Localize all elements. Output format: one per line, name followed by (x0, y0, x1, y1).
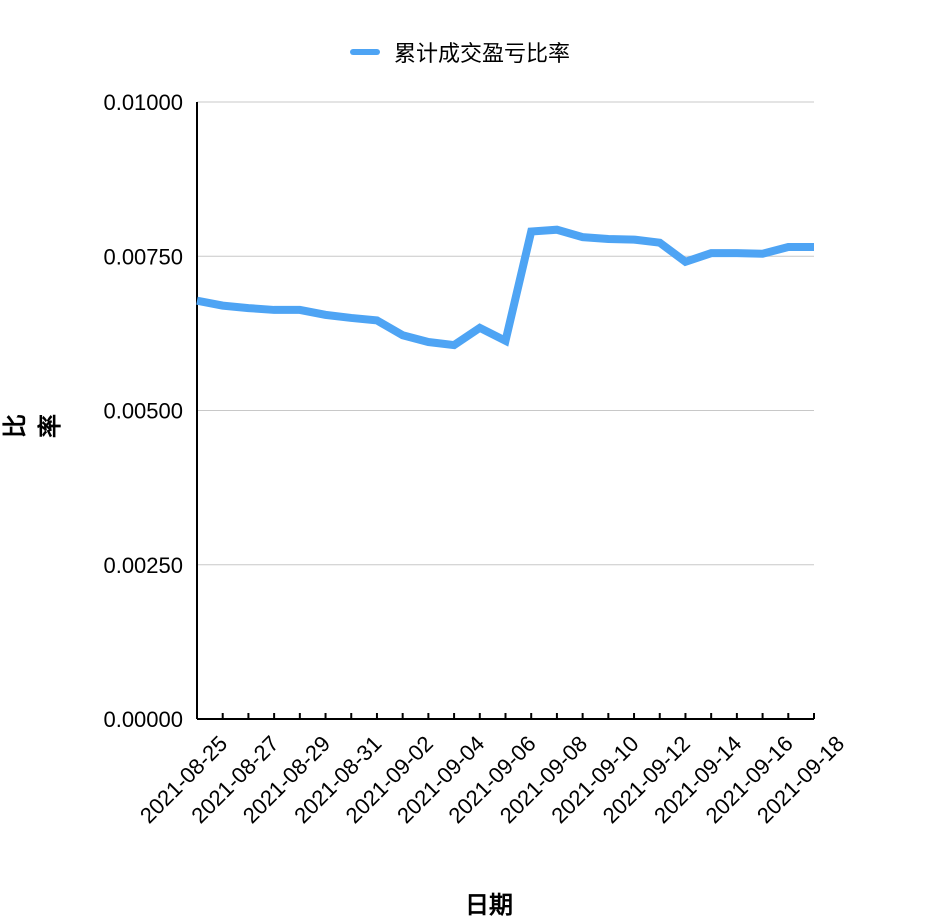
data-point (556, 229, 557, 230)
data-point (222, 305, 223, 306)
data-point (351, 317, 352, 318)
y-tick-label: 0.01000 (103, 90, 183, 115)
y-tick-label: 0.00750 (103, 244, 183, 269)
legend-label: 累计成交盈亏比率 (394, 42, 571, 67)
data-point (299, 309, 300, 310)
y-tick-label: 0.00500 (103, 399, 183, 424)
data-point (325, 314, 326, 315)
data-point (582, 237, 583, 238)
y-tick-label: 0.00000 (103, 707, 183, 732)
data-point (634, 239, 635, 240)
data-point (428, 342, 429, 343)
data-point (274, 309, 275, 310)
data-point (454, 345, 455, 346)
data-point (531, 231, 532, 232)
data-point (402, 335, 403, 336)
data-point (685, 261, 686, 262)
data-point (788, 246, 789, 247)
data-point (659, 242, 660, 243)
data-point (248, 308, 249, 309)
legend: 累计成交盈亏比率 (350, 36, 570, 68)
data-point (197, 300, 198, 301)
data-point (711, 253, 712, 254)
y-axis-label: 比率 (1, 414, 64, 438)
data-point (479, 327, 480, 328)
data-point (736, 253, 737, 254)
data-point (814, 246, 815, 247)
data-point (505, 340, 506, 341)
legend-swatch (350, 49, 380, 55)
x-axis-label: 日期 (465, 891, 513, 919)
data-point (608, 238, 609, 239)
series-line (196, 225, 814, 350)
data-point (762, 253, 763, 254)
data-point (376, 320, 377, 321)
y-tick-label: 0.00250 (103, 553, 183, 578)
